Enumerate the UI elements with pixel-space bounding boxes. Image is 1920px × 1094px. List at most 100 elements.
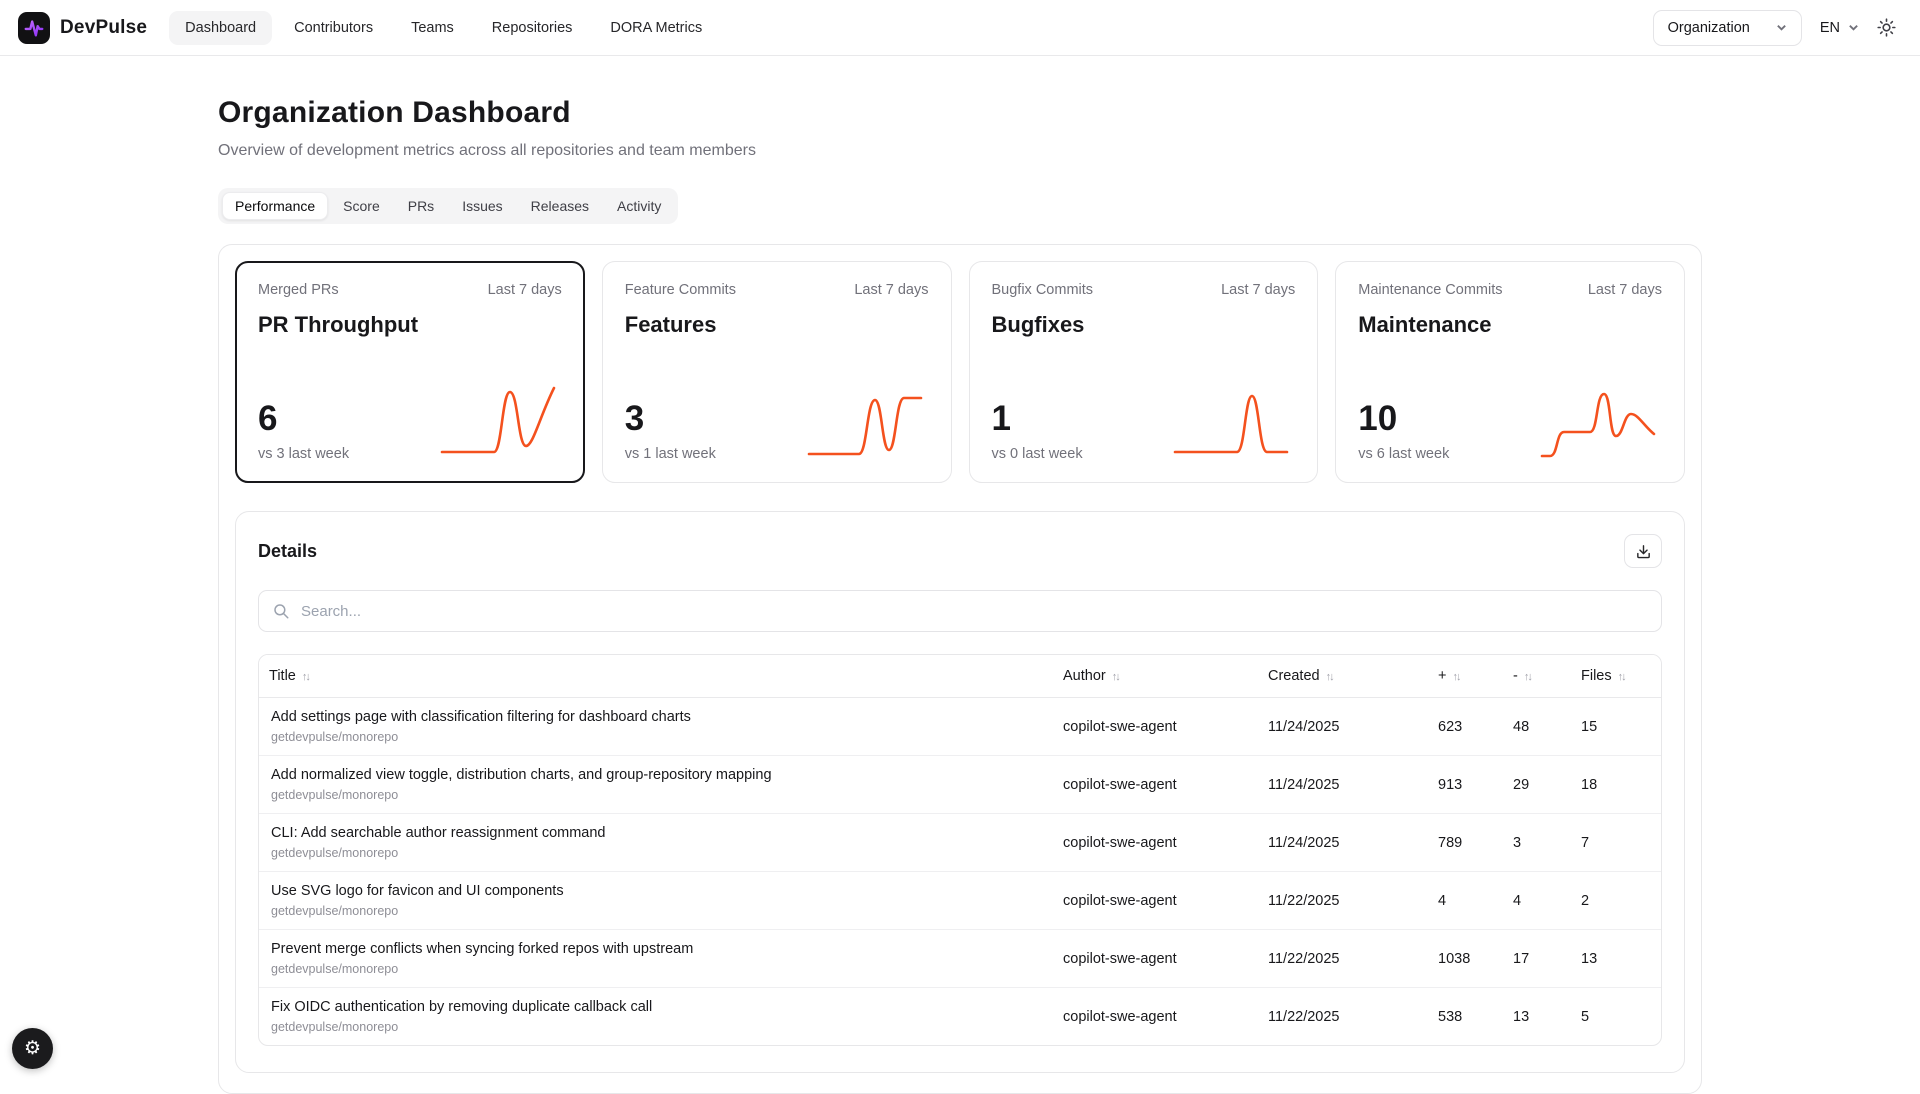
nav-item-contributors[interactable]: Contributors [294, 19, 374, 36]
column-header-[interactable]: + ↑↓ [1426, 655, 1501, 698]
sparkline-chart [807, 396, 922, 456]
pr-created: 11/22/2025 [1256, 930, 1426, 988]
pr-deletions: 4 [1501, 872, 1569, 930]
theme-toggle-button[interactable] [1877, 18, 1896, 37]
pr-additions: 538 [1438, 1008, 1463, 1025]
language-selector-value: EN [1819, 19, 1840, 36]
card-value: 10 [1358, 399, 1398, 439]
pr-author: copilot-swe-agent [1063, 1008, 1177, 1025]
download-button[interactable] [1624, 534, 1662, 568]
pr-files: 18 [1569, 756, 1661, 814]
column-header-author[interactable]: Author ↑↓ [1051, 655, 1256, 698]
pr-created: 11/22/2025 [1268, 1008, 1340, 1025]
nav-item-teams[interactable]: Teams [411, 19, 454, 36]
metric-card-features[interactable]: Feature Commits Last 7 days Features 3 vs 1 … [601, 261, 952, 483]
pr-title: Add normalized view toggle, distribution… [271, 767, 772, 783]
tab-score[interactable]: Score [343, 198, 380, 214]
metric-cards: Merged PRs Last 7 days PR Throughput 6 vs 3 … [235, 261, 1685, 483]
card-comparison: vs 3 last week [258, 446, 350, 462]
nav-item-repositories[interactable]: Repositories [491, 19, 573, 36]
pr-author: copilot-swe-agent [1051, 698, 1256, 756]
language-selector[interactable]: EN [1820, 20, 1859, 36]
sort-icon: ↑↓ [1111, 671, 1121, 683]
pr-deletions: 3 [1501, 814, 1569, 872]
main-nav: Dashboard Contributors Teams Repositories DO… [169, 10, 718, 45]
card-value: 1 [991, 399, 1011, 439]
card-period: Last 7 days [487, 282, 562, 298]
sort-icon: ↑↓ [301, 671, 311, 683]
nav-item-dora-metrics[interactable]: DORA Metrics [610, 19, 703, 36]
topbar-right: Organization EN [1652, 9, 1896, 46]
download-icon [1636, 544, 1650, 558]
column-header-created[interactable]: Created ↑↓ [1256, 655, 1426, 698]
pr-deletions: 17 [1501, 930, 1569, 988]
sort-icon: ↑↓ [1523, 671, 1533, 683]
pr-files: 2 [1569, 872, 1661, 930]
page-subtitle: Overview of development metrics across a… [218, 142, 756, 159]
pr-additions: 789 [1426, 814, 1501, 872]
pr-deletions: 29 [1501, 756, 1569, 814]
card-title: Features [624, 312, 717, 337]
pr-repo: getdevpulse/monorepo [271, 730, 399, 744]
table-body: Add settings page with classification fi… [259, 698, 1661, 1045]
settings-fab-button[interactable]: ⚙ [12, 1028, 53, 1069]
column-header-title[interactable]: Title ↑↓ [259, 655, 1051, 698]
metric-card-maintenance[interactable]: Maintenance Commits Last 7 days Maintenanc… [1335, 261, 1685, 483]
pr-author: copilot-swe-agent [1051, 814, 1256, 872]
card-title: PR Throughput [258, 312, 419, 337]
card-title: Bugfixes [991, 312, 1085, 337]
pr-title: Use SVG logo for favicon and UI componen… [271, 883, 564, 899]
column-label: Author [1063, 668, 1106, 684]
tab-releases[interactable]: Releases [530, 198, 590, 214]
card-label: Maintenance Commits [1358, 282, 1503, 298]
pr-additions: 913 [1426, 756, 1501, 814]
card-label: Feature Commits [624, 282, 736, 298]
gear-icon: ⚙ [23, 1038, 42, 1059]
table-header-row: Title ↑↓ Author ↑↓ Created ↑↓ + ↑↓ - ↑↓ Files ↑↓ [259, 655, 1661, 698]
dashboard-tabs: Performance Score PRs Issues Releases Activit… [218, 188, 679, 224]
sparkline-chart [1173, 394, 1289, 454]
pr-deletions: 13 [1513, 1008, 1530, 1025]
card-comparison: vs 0 last week [991, 446, 1083, 462]
pr-created: 11/24/2025 [1256, 698, 1426, 756]
details-table: Title ↑↓ Author ↑↓ Created ↑↓ + ↑↓ - ↑↓ Files ↑↓ Ad… [258, 654, 1662, 1046]
tab-performance[interactable]: Performance [222, 192, 329, 220]
search-icon [274, 604, 289, 619]
tab-prs[interactable]: PRs [407, 198, 435, 214]
card-value: 6 [258, 399, 278, 439]
pr-additions: 623 [1426, 698, 1501, 756]
card-value: 3 [624, 399, 645, 439]
metrics-panel: Merged PRs Last 7 days PR Throughput 6 vs 3 … [218, 244, 1702, 1094]
details-panel: Details Title↑↓Author↑↓Created↑↓+↑↓-↑↓Fi… [235, 511, 1685, 1073]
pr-created: 11/24/2025 [1256, 814, 1426, 872]
table-row[interactable]: Use SVG logo for favicon and UI componen… [259, 872, 1661, 930]
pr-deletions: 48 [1501, 698, 1569, 756]
card-title: Maintenance [1358, 312, 1492, 337]
tab-issues[interactable]: Issues [462, 198, 503, 214]
table-row[interactable]: Prevent merge conflicts when syncing for… [259, 930, 1661, 988]
tab-activity[interactable]: Activity [617, 198, 662, 214]
details-title: Details [258, 540, 318, 561]
table-row[interactable]: CLI: Add searchable author reassignment … [259, 814, 1661, 872]
top-navigation-bar: DevPulse Dashboard Contributors Teams Repos… [0, 0, 1920, 56]
pr-author: copilot-swe-agent [1051, 930, 1256, 988]
pr-files: 15 [1569, 698, 1661, 756]
search-input[interactable] [258, 590, 1662, 632]
metric-card-pr-throughput[interactable]: Merged PRs Last 7 days PR Throughput 6 vs 3 … [235, 261, 585, 483]
column-header-[interactable]: - ↑↓ [1501, 655, 1569, 698]
nav-item-dashboard[interactable]: Dashboard [169, 10, 273, 45]
table-row[interactable]: Fix OIDC authentication by removing dupl… [259, 988, 1661, 1045]
pr-title: Prevent merge conflicts when syncing for… [271, 941, 694, 957]
table-row[interactable]: Add normalized view toggle, distribution… [259, 756, 1661, 814]
pr-repo: getdevpulse/monorepo [271, 788, 399, 802]
metric-card-bugfixes[interactable]: Bugfix Commits Last 7 days Bugfixes 1 vs 0 l… [968, 261, 1319, 483]
table-row[interactable]: Add settings page with classification fi… [259, 698, 1661, 756]
pr-repo: getdevpulse/monorepo [271, 1020, 399, 1034]
pr-repo: getdevpulse/monorepo [271, 904, 399, 918]
column-header-files[interactable]: Files ↑↓ [1569, 655, 1661, 698]
card-comparison: vs 6 last week [1358, 446, 1450, 462]
pr-author: copilot-swe-agent [1051, 756, 1256, 814]
pr-files: 7 [1569, 814, 1661, 872]
organization-selector[interactable]: Organization [1652, 9, 1802, 46]
pr-additions: 1038 [1426, 930, 1501, 988]
